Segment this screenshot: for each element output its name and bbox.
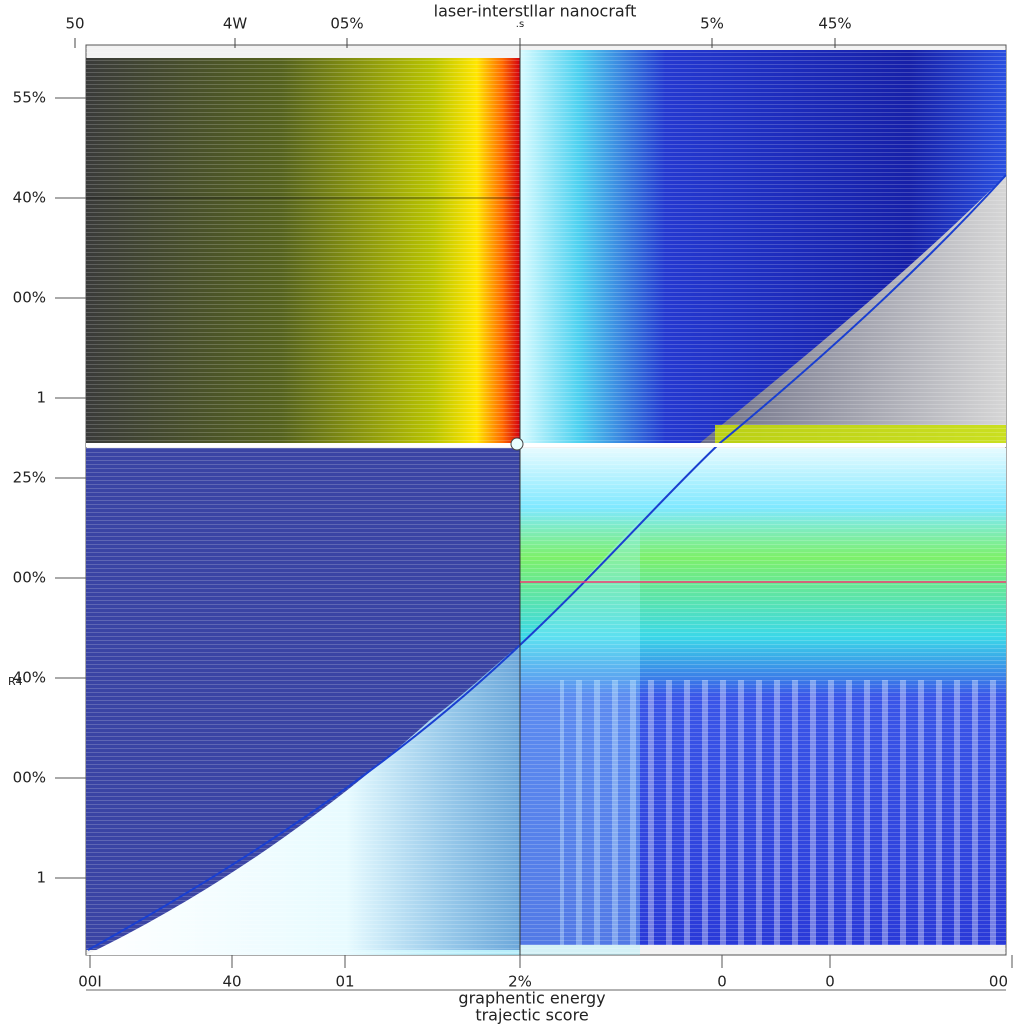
top-label: 5% <box>700 15 724 33</box>
left-label: 40% <box>13 669 46 687</box>
left-label: 00% <box>13 289 46 307</box>
top-label: 05% <box>330 15 363 33</box>
left-label: 55% <box>13 89 46 107</box>
left-label: 00% <box>13 769 46 787</box>
top-label: 50 <box>65 15 84 33</box>
bottom-label: 2% <box>508 973 532 991</box>
top-label: 45% <box>818 15 851 33</box>
left-label: 40% <box>13 189 46 207</box>
left-label: 00% <box>13 569 46 587</box>
chart-title: laser-interstllar nanocraft <box>434 2 637 21</box>
bottom-label: 00 <box>989 973 1008 991</box>
labels: 50 4W 05% .s 5% 45% 55% 40% 00% 1 25% 00% 40% 00% 1 00I… <box>13 15 1013 1024</box>
bottom-label: 0 <box>717 973 727 991</box>
plot-background <box>85 40 1007 960</box>
left-label: 25% <box>13 469 46 487</box>
x-axis-title: graphentic energy <box>458 989 605 1008</box>
bottom-label: 0 <box>825 973 835 991</box>
left-label: 1 <box>36 389 46 407</box>
bottom-label: 00I <box>78 973 102 991</box>
side-label: R4 <box>8 675 23 688</box>
bottom-label: 40 <box>222 973 241 991</box>
top-label: 4W <box>223 15 248 33</box>
bottom-label: 01 <box>335 973 354 991</box>
x-axis-title: trajectic score <box>475 1006 588 1024</box>
left-label: 1 <box>36 869 46 887</box>
top-label: .s <box>516 19 524 30</box>
